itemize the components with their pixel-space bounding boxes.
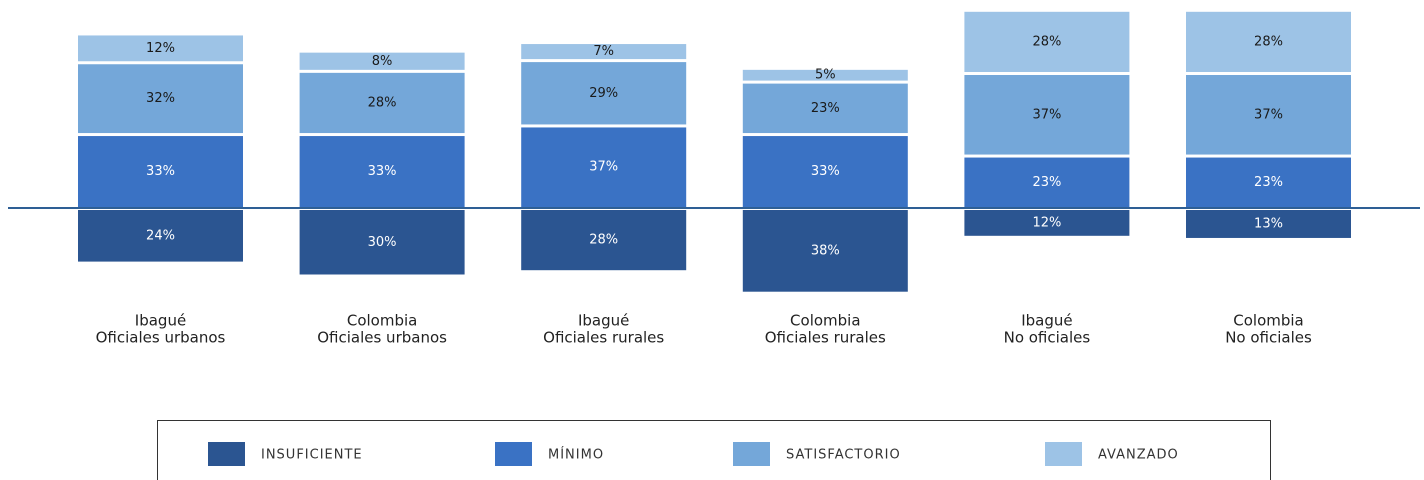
bar-segment bbox=[1186, 157, 1351, 207]
value-label: 12% bbox=[1032, 215, 1061, 230]
bar-segment bbox=[1186, 75, 1351, 155]
bar-segment bbox=[1186, 11, 1351, 73]
legend-swatch bbox=[495, 442, 532, 466]
value-label: 28% bbox=[368, 95, 397, 110]
legend-swatch bbox=[208, 442, 245, 466]
x-tick-label: Colombia bbox=[347, 312, 418, 330]
value-label: 7% bbox=[593, 44, 614, 59]
value-label: 28% bbox=[1254, 34, 1283, 49]
bar-segment bbox=[742, 136, 908, 207]
value-label: 33% bbox=[811, 164, 840, 179]
x-tick-label: No oficiales bbox=[1225, 329, 1312, 347]
x-tick-label: Colombia bbox=[790, 312, 861, 330]
bar-segment bbox=[964, 210, 1130, 236]
value-label: 12% bbox=[146, 41, 175, 56]
bar-segment bbox=[521, 210, 687, 271]
value-label: 23% bbox=[811, 101, 840, 116]
value-label: 29% bbox=[589, 86, 618, 101]
value-label: 28% bbox=[1032, 34, 1061, 49]
value-label: 33% bbox=[368, 164, 397, 179]
x-tick-label: Colombia bbox=[1233, 312, 1304, 330]
legend-label: INSUFICIENTE bbox=[261, 448, 363, 463]
bar-segment bbox=[78, 35, 243, 62]
value-label: 5% bbox=[815, 68, 836, 83]
value-label: 13% bbox=[1254, 216, 1283, 231]
x-tick-label: Ibagué bbox=[135, 312, 186, 330]
bar-segment bbox=[521, 127, 687, 207]
x-tick-label: Ibagué bbox=[1021, 312, 1072, 330]
x-tick-label: No oficiales bbox=[1004, 329, 1091, 347]
bar-segment bbox=[964, 11, 1130, 73]
value-label: 23% bbox=[1254, 175, 1283, 190]
bar-segment bbox=[521, 62, 687, 125]
x-tick-label: Oficiales rurales bbox=[765, 329, 886, 347]
value-label: 24% bbox=[146, 228, 175, 243]
legend-label: SATISFACTORIO bbox=[786, 448, 901, 463]
bar-segment bbox=[299, 210, 465, 275]
bar-segment bbox=[1186, 210, 1351, 238]
value-label: 33% bbox=[146, 164, 175, 179]
legend-box bbox=[157, 420, 1271, 480]
value-label: 30% bbox=[368, 235, 397, 250]
legend-swatch bbox=[1045, 442, 1082, 466]
bar-segment bbox=[299, 52, 465, 70]
bar-segment bbox=[964, 75, 1130, 155]
legend-label: MÍNIMO bbox=[548, 447, 604, 463]
x-tick-label: Oficiales rurales bbox=[543, 329, 664, 347]
bar-segment bbox=[964, 157, 1130, 207]
bar-segment bbox=[742, 69, 908, 81]
bar-segment bbox=[521, 44, 687, 60]
x-tick-label: Ibagué bbox=[578, 312, 629, 330]
legend-swatch bbox=[733, 442, 770, 466]
value-label: 8% bbox=[372, 54, 393, 69]
bar-segment bbox=[299, 136, 465, 207]
legend-label: AVANZADO bbox=[1098, 448, 1179, 463]
value-label: 32% bbox=[146, 91, 175, 106]
bar-segment bbox=[78, 210, 243, 262]
bar-segment bbox=[742, 210, 908, 292]
value-label: 37% bbox=[1032, 107, 1061, 122]
value-label: 38% bbox=[811, 243, 840, 258]
value-label: 23% bbox=[1032, 175, 1061, 190]
x-tick-label: Oficiales urbanos bbox=[317, 329, 447, 347]
bar-segment bbox=[742, 83, 908, 134]
bar-segment bbox=[299, 72, 465, 134]
value-label: 37% bbox=[589, 160, 618, 175]
x-tick-label: Oficiales urbanos bbox=[96, 329, 226, 347]
bar-segment bbox=[78, 136, 243, 207]
value-label: 37% bbox=[1254, 107, 1283, 122]
bar-segment bbox=[78, 64, 243, 134]
value-label: 28% bbox=[589, 233, 618, 248]
